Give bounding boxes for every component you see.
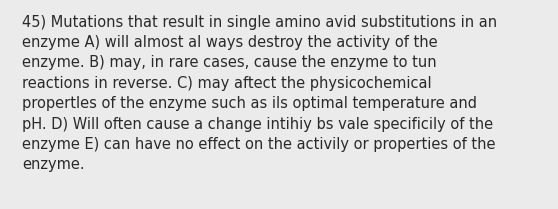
Text: 45) Mutations that result in single amino avid substitutions in an
enzyme A) wil: 45) Mutations that result in single amin… [22, 15, 497, 172]
